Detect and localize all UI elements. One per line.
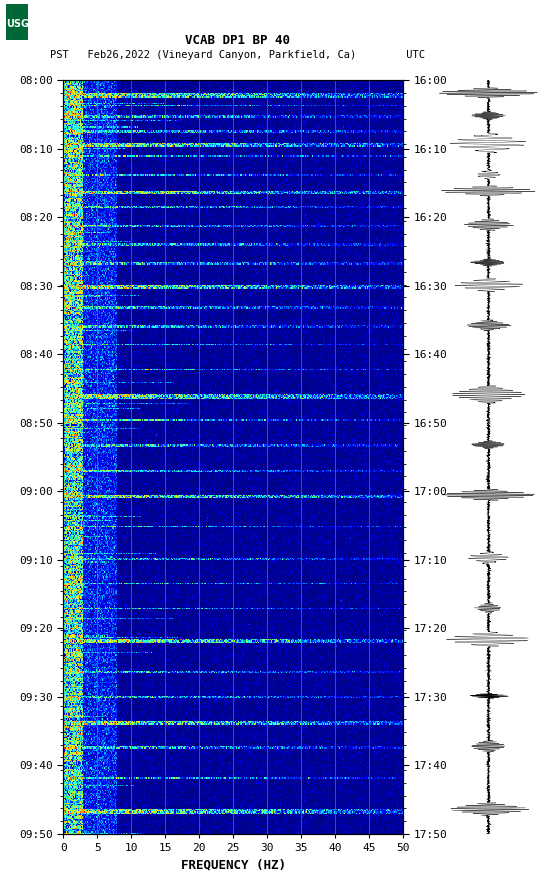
Text: PST   Feb26,2022 (Vineyard Canyon, Parkfield, Ca)        UTC: PST Feb26,2022 (Vineyard Canyon, Parkfie… <box>50 50 425 61</box>
Bar <box>6 4 28 40</box>
Text: VCAB DP1 BP 40: VCAB DP1 BP 40 <box>185 34 290 46</box>
Text: USGS: USGS <box>7 19 36 29</box>
X-axis label: FREQUENCY (HZ): FREQUENCY (HZ) <box>181 859 286 871</box>
